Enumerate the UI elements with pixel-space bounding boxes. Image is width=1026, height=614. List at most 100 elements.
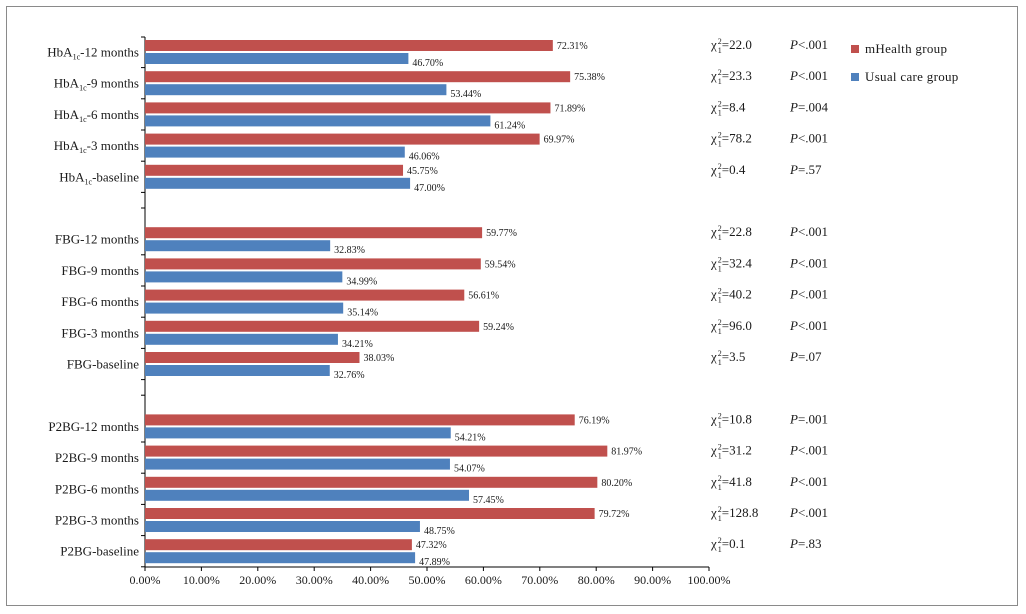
bar-usual [145,271,343,283]
bar-mhealth [145,289,465,301]
data-label-usual: 46.70% [412,58,443,69]
bar-usual [145,177,411,189]
data-label-usual: 35.14% [347,308,378,319]
data-label-mhealth: 69.97% [544,135,575,146]
p-value: P<.001 [789,224,828,239]
chi-square-stat: χ2 1=23.3 [710,68,752,86]
bar-usual [145,458,450,470]
chi-square-stat: χ2 1=41.8 [710,474,752,492]
bar-usual [145,521,420,532]
legend-swatch [851,45,859,53]
chi-square-stat: χ2 1=128.8 [710,505,758,523]
data-label-mhealth: 71.89% [554,103,585,114]
data-label-usual: 47.00% [414,183,445,194]
p-value: P=.57 [789,162,822,177]
x-tick-label: 20.00% [239,573,276,587]
bar-mhealth [145,164,404,176]
x-tick-label: 10.00% [183,573,220,587]
p-value: P=.07 [789,349,822,364]
data-label-usual: 54.21% [455,432,486,443]
bar-usual [145,489,470,501]
category-label: P2BG-12 months [48,419,139,434]
p-value: P<.001 [789,255,828,270]
chi-square-stat: χ2 1=40.2 [710,287,752,305]
bar-mhealth [145,445,608,457]
bar-mhealth [145,508,595,519]
bar-usual [145,84,447,96]
data-label-usual: 32.83% [334,245,365,256]
chi-square-stat: χ2 1=31.2 [710,443,752,461]
p-value: P<.001 [789,474,828,489]
bar-mhealth [145,320,480,332]
bar-mhealth [145,352,360,363]
chi-square-stat: χ2 1=0.4 [710,162,746,180]
category-label: FBG-6 months [61,294,139,309]
bar-usual [145,302,344,314]
p-value: P=.001 [789,411,828,426]
data-label-mhealth: 59.77% [486,228,517,239]
data-label-mhealth: 56.61% [468,291,499,302]
p-value: P=.004 [789,99,829,114]
chi-square-stat: χ2 1=3.5 [710,349,745,367]
data-label-usual: 48.75% [424,526,455,537]
category-label: P2BG-9 months [55,450,139,465]
data-label-mhealth: 72.31% [557,41,588,52]
x-tick-label: 70.00% [521,573,558,587]
p-value: P<.001 [789,68,828,83]
x-tick-label: 40.00% [352,573,389,587]
category-label: FBG-3 months [61,325,139,340]
bar-mhealth [145,133,540,145]
legend-label: mHealth group [865,41,947,56]
data-label-usual: 57.45% [473,495,504,506]
legend-label: Usual care group [865,69,959,84]
category-label: FBG-9 months [61,263,139,278]
x-tick-label: 80.00% [578,573,615,587]
data-label-mhealth: 38.03% [363,353,394,364]
bar-mhealth [145,258,481,270]
p-value: P<.001 [789,287,828,302]
bar-mhealth [145,476,598,488]
category-label: HbA1c-6 months [54,107,139,124]
category-label: P2BG-baseline [60,544,139,559]
bar-mhealth [145,71,571,83]
p-value: P<.001 [789,443,828,458]
data-label-mhealth: 75.38% [574,72,605,83]
data-label-usual: 34.21% [342,339,373,350]
category-label: HbA1c-3 months [54,138,139,155]
category-label: HbA1c-9 months [54,76,139,93]
x-tick-label: 60.00% [465,573,502,587]
data-label-mhealth: 79.72% [599,509,630,520]
bar-usual [145,427,451,439]
p-value: P<.001 [789,131,828,146]
category-label: FBG-baseline [67,357,139,372]
chi-square-stat: χ2 1=0.1 [710,536,745,554]
data-label-usual: 34.99% [346,276,377,287]
data-label-usual: 54.07% [454,464,485,475]
bar-mhealth [145,40,553,51]
data-label-usual: 61.24% [494,120,525,131]
category-label: HbA1c-baseline [59,169,139,186]
x-tick-label: 50.00% [409,573,446,587]
category-label: P2BG-6 months [55,481,139,496]
bar-mhealth [145,102,551,114]
bar-usual [145,146,405,158]
chi-square-stat: χ2 1=10.8 [710,411,752,429]
data-label-mhealth: 45.75% [407,166,438,177]
data-label-mhealth: 76.19% [579,415,610,426]
chi-square-stat: χ2 1=22.0 [710,37,752,55]
data-label-usual: 32.76% [334,370,365,381]
chi-square-stat: χ2 1=32.4 [710,255,752,273]
chi-square-stat: χ2 1=22.8 [710,224,752,242]
category-label: HbA1c-12 months [47,45,139,62]
data-label-mhealth: 80.20% [601,478,632,489]
bar-mhealth [145,414,575,426]
chi-square-stat: χ2 1=96.0 [710,318,752,336]
bar-usual [145,53,409,64]
p-value: P<.001 [789,505,828,520]
bar-usual [145,240,331,252]
x-tick-label: 100.00% [688,573,731,587]
data-label-mhealth: 59.54% [485,259,516,270]
chi-square-stat: χ2 1=8.4 [710,99,746,117]
p-value: P<.001 [789,318,828,333]
chi-square-stat: χ2 1=78.2 [710,131,752,149]
